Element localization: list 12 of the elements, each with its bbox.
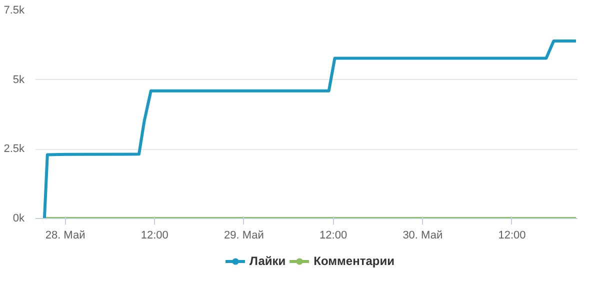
legend-label: Комментарии	[314, 254, 394, 268]
x-tick-label: 12:00	[498, 230, 526, 242]
y-tick-label: 0k	[12, 212, 25, 224]
y-tick-label: 7.5k	[4, 4, 25, 16]
x-tick-label: 28. Май	[45, 230, 86, 242]
x-tick-label: 29. Май	[224, 230, 264, 242]
y-tick-label: 2.5k	[4, 143, 25, 156]
x-tick-label: 30. Май	[402, 230, 443, 242]
x-tick-label: 12:00	[320, 230, 348, 242]
x-tick-label: 12:00	[140, 230, 168, 242]
y-tick-label: 5k	[12, 74, 25, 86]
legend-label: Лайки	[250, 254, 286, 268]
